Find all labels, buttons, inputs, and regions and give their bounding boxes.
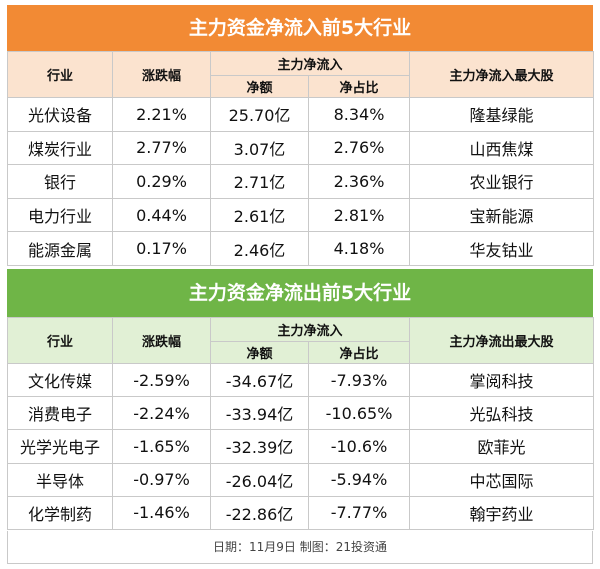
industry-cell: 光伏设备 [7, 97, 113, 132]
top-stock-cell: 宝新能源 [409, 197, 595, 233]
ratio-cell: -10.6% [307, 429, 411, 464]
amount-cell: -34.67亿 [210, 362, 309, 398]
table-row: 光学光电子 -1.65% -32.39亿 -10.6% 欧菲光 [7, 429, 595, 464]
inflow-title: 主力资金净流入前5大行业 [7, 5, 593, 51]
change-cell: -0.97% [112, 462, 211, 497]
ratio-cell: 8.34% [307, 97, 411, 132]
industry-cell: 化学制药 [7, 495, 113, 530]
ratio-cell: 2.81% [307, 197, 411, 233]
outflow-header-top-stock: 主力净流出最大股 [409, 317, 595, 364]
top-stock-cell: 华友钴业 [409, 231, 595, 266]
table-row: 煤炭行业 2.77% 3.07亿 2.76% 山西焦煤 [7, 130, 595, 166]
footer-caption: 日期：11月9日 制图：21投资通 [7, 531, 593, 564]
industry-cell: 光学光电子 [7, 429, 113, 464]
change-cell: -2.59% [112, 362, 211, 398]
table-row: 半导体 -0.97% -26.04亿 -5.94% 中芯国际 [7, 462, 595, 497]
industry-cell: 煤炭行业 [7, 130, 113, 166]
table-row: 能源金属 0.17% 2.46亿 4.18% 华友钴业 [7, 231, 595, 266]
top-stock-cell: 山西焦煤 [409, 130, 595, 166]
ratio-cell: 2.36% [307, 164, 411, 199]
table-row: 文化传媒 -2.59% -34.67亿 -7.93% 掌阅科技 [7, 362, 595, 398]
amount-cell: 25.70亿 [210, 97, 309, 132]
amount-cell: -32.39亿 [210, 429, 309, 464]
table-row: 消费电子 -2.24% -33.94亿 -10.65% 光弘科技 [7, 396, 595, 431]
ratio-cell: -7.77% [307, 495, 411, 530]
table-row: 化学制药 -1.46% -22.86亿 -7.77% 翰宇药业 [7, 495, 595, 530]
top-stock-cell: 光弘科技 [409, 396, 595, 431]
amount-cell: 2.61亿 [210, 197, 309, 233]
inflow-header-change: 涨跌幅 [112, 51, 211, 98]
outflow-table: 行业 涨跌幅 主力净流入 主力净流出最大股 净额 净占比 文化传媒 -2.59%… [7, 317, 595, 530]
change-cell: -1.46% [112, 495, 211, 530]
ratio-cell: -5.94% [307, 462, 411, 497]
outflow-header-amount: 净额 [210, 341, 309, 364]
amount-cell: -22.86亿 [210, 495, 309, 530]
inflow-header-amount: 净额 [210, 75, 309, 98]
industry-cell: 半导体 [7, 462, 113, 497]
outflow-header-group: 主力净流入 [209, 317, 411, 342]
inflow-header-ratio: 净占比 [307, 75, 411, 98]
top-stock-cell: 欧菲光 [409, 429, 595, 464]
ratio-cell: -10.65% [307, 396, 411, 431]
change-cell: -2.24% [112, 396, 211, 431]
industry-cell: 银行 [7, 164, 113, 199]
industry-cell: 文化传媒 [7, 362, 113, 398]
top-stock-cell: 中芯国际 [409, 462, 595, 497]
change-cell: 0.29% [112, 164, 211, 199]
amount-cell: 2.71亿 [210, 164, 309, 199]
outflow-header-ratio: 净占比 [307, 341, 411, 364]
top-stock-cell: 农业银行 [409, 164, 595, 199]
inflow-table: 行业 涨跌幅 主力净流入 主力净流入最大股 净额 净占比 光伏设备 2.21% … [7, 51, 595, 266]
amount-cell: 3.07亿 [210, 130, 309, 166]
top-stock-cell: 翰宇药业 [409, 495, 595, 530]
outflow-title: 主力资金净流出前5大行业 [7, 269, 593, 317]
industry-cell: 电力行业 [7, 197, 113, 233]
amount-cell: -33.94亿 [210, 396, 309, 431]
amount-cell: -26.04亿 [210, 462, 309, 497]
top-stock-cell: 掌阅科技 [409, 362, 595, 398]
change-cell: 2.21% [112, 97, 211, 132]
table-row: 银行 0.29% 2.71亿 2.36% 农业银行 [7, 164, 595, 199]
ratio-cell: 4.18% [307, 231, 411, 266]
inflow-header-group: 主力净流入 [209, 51, 411, 76]
inflow-header-industry: 行业 [7, 51, 113, 98]
change-cell: 0.17% [112, 231, 211, 266]
outflow-header-change: 涨跌幅 [112, 317, 211, 364]
table-row: 电力行业 0.44% 2.61亿 2.81% 宝新能源 [7, 197, 595, 233]
change-cell: 2.77% [112, 130, 211, 166]
industry-cell: 能源金属 [7, 231, 113, 266]
change-cell: -1.65% [112, 429, 211, 464]
industry-cell: 消费电子 [7, 396, 113, 431]
ratio-cell: -7.93% [307, 362, 411, 398]
table-row: 光伏设备 2.21% 25.70亿 8.34% 隆基绿能 [7, 97, 595, 132]
amount-cell: 2.46亿 [210, 231, 309, 266]
ratio-cell: 2.76% [307, 130, 411, 166]
change-cell: 0.44% [112, 197, 211, 233]
top-stock-cell: 隆基绿能 [409, 97, 595, 132]
inflow-header-top-stock: 主力净流入最大股 [409, 51, 595, 98]
outflow-header-industry: 行业 [7, 317, 113, 364]
